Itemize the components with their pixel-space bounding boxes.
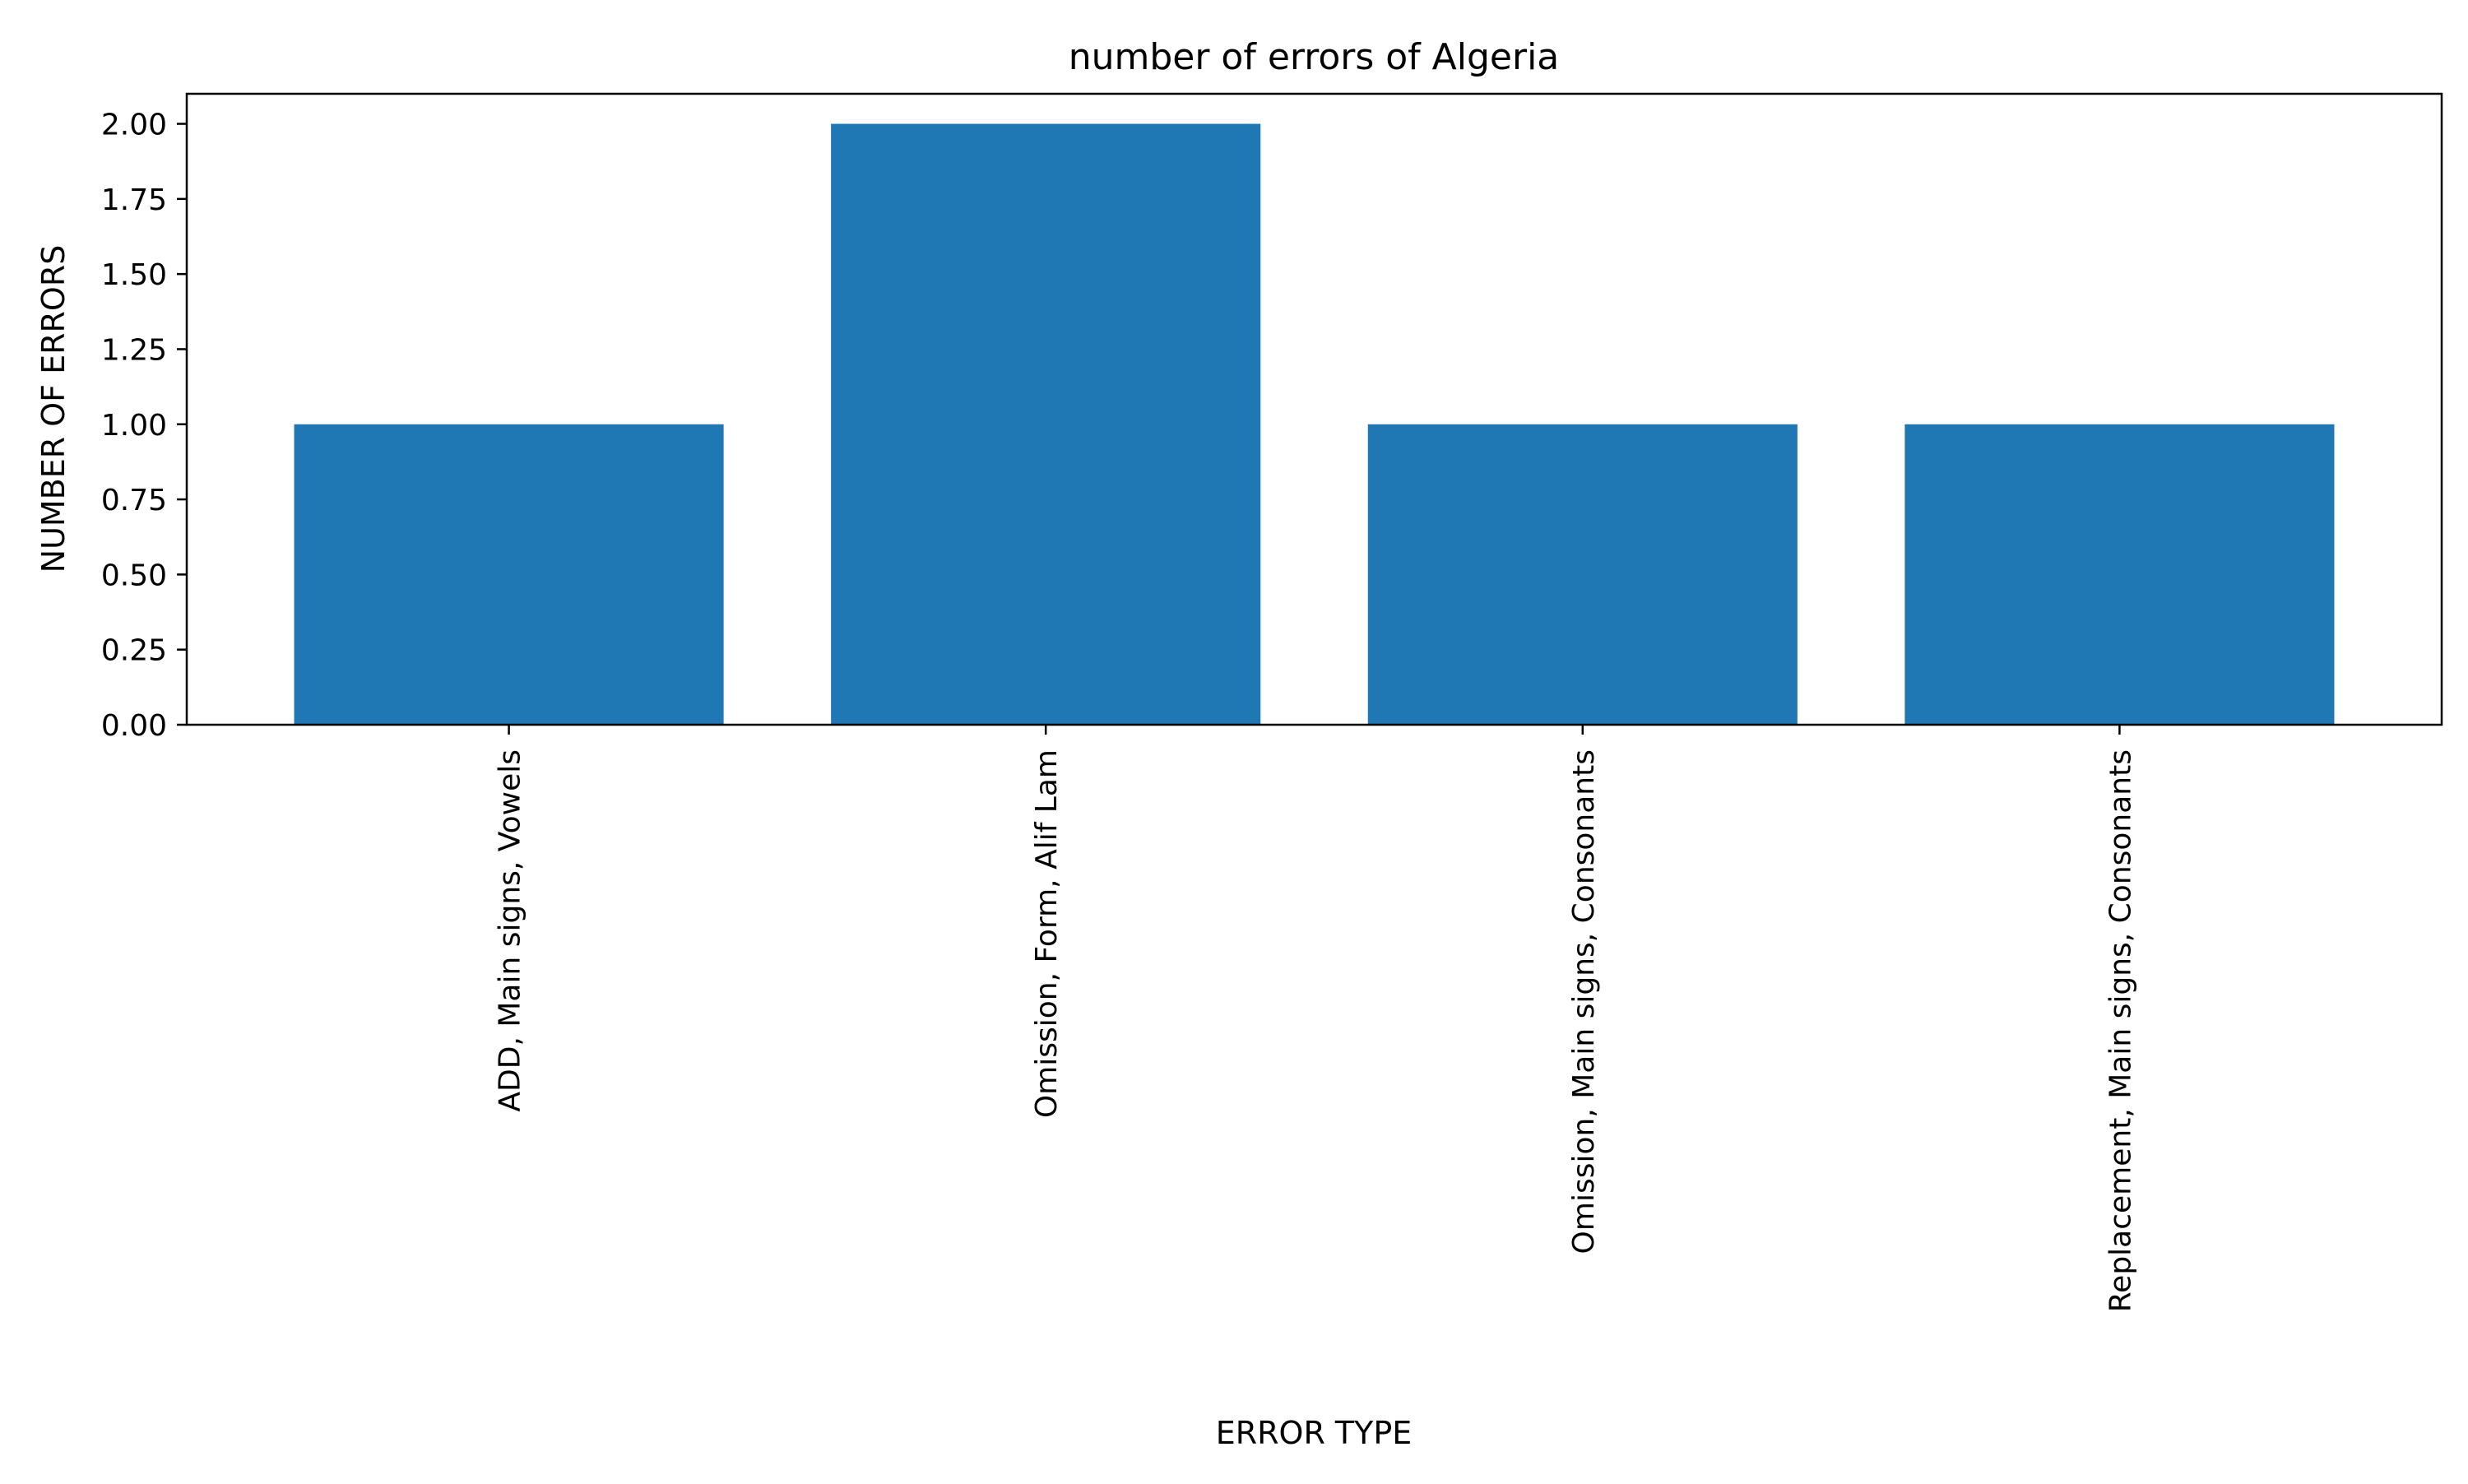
y-axis-label: NUMBER OF ERRORS (35, 245, 72, 573)
y-axis-ticks: 0.00 0.25 0.50 0.75 1.00 1.25 1.50 1.75 2.00 (101, 109, 187, 743)
bar-3 (1367, 424, 1798, 725)
chart-title: number of errors of Algeria (1069, 36, 1560, 78)
y-tick-label: 0.00 (101, 709, 167, 743)
bar-2 (831, 123, 1261, 725)
y-tick-label: 1.25 (101, 333, 167, 367)
y-tick-label: 0.75 (101, 484, 167, 517)
x-axis-ticks: ADD, Main signs, Vowels Omission, Form, A… (494, 725, 2137, 1312)
y-tick-label: 0.25 (101, 634, 167, 668)
x-tick-label: Omission, Main signs, Consonants (1567, 749, 1601, 1254)
x-tick-label: ADD, Main signs, Vowels (494, 749, 527, 1112)
plot-area-frame (185, 92, 2443, 726)
bar-1 (294, 424, 724, 725)
bar-4 (1904, 424, 2335, 725)
y-tick-label: 2.00 (101, 109, 167, 142)
y-tick-label: 0.50 (101, 559, 167, 592)
y-tick-label: 1.50 (101, 258, 167, 292)
x-axis-label: ERROR TYPE (1216, 1415, 1413, 1451)
y-tick-label: 1.75 (101, 183, 167, 217)
bars-group (294, 123, 2335, 725)
x-tick-label: Omission, Form, Alif Lam (1030, 749, 1064, 1118)
y-tick-label: 1.00 (101, 409, 167, 443)
x-tick-label: Replacement, Main signs, Consonants (2104, 749, 2137, 1312)
